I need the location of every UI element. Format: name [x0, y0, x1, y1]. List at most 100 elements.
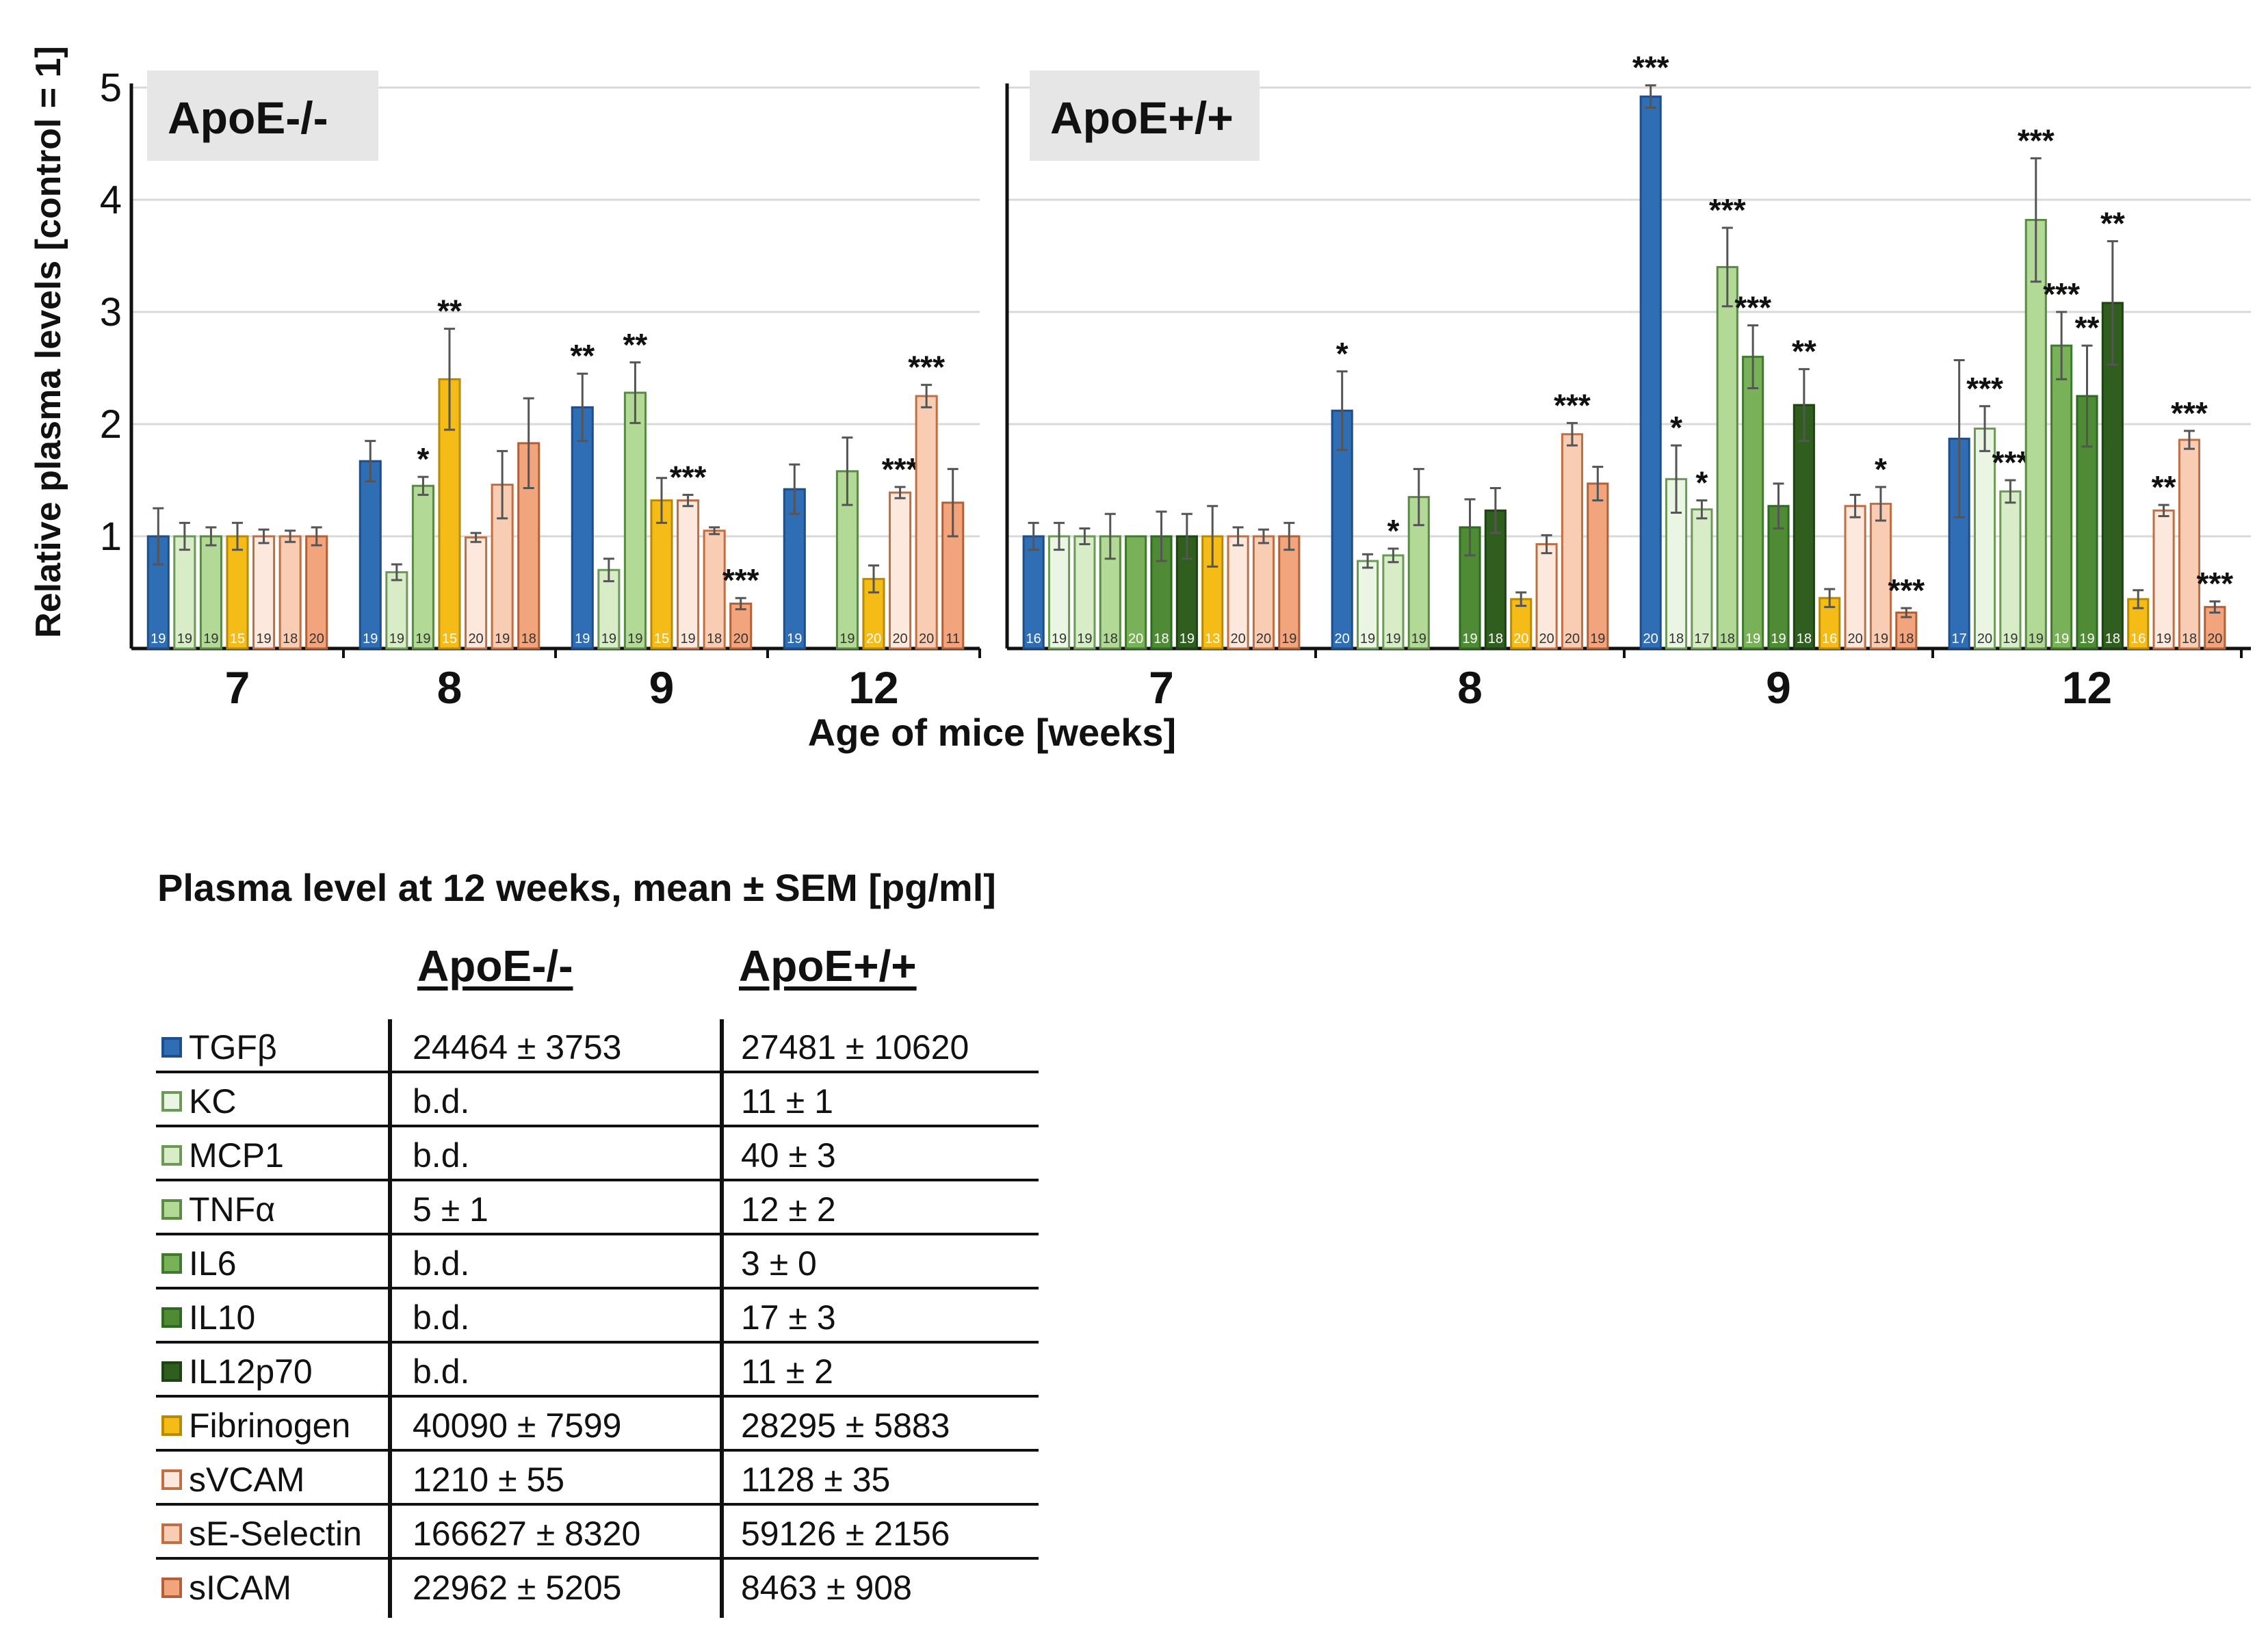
- n-label: 20: [468, 631, 483, 646]
- n-label: 20: [309, 631, 324, 646]
- n-label: 17: [1694, 631, 1709, 646]
- row-value-apoe-wt: 17 ± 3: [741, 1298, 836, 1337]
- n-label: 19: [1360, 631, 1375, 646]
- significance-label: **: [2100, 206, 2125, 241]
- significance-label: **: [1792, 334, 1816, 369]
- row-value-apoe-ko: b.d.: [413, 1082, 470, 1121]
- row-value-apoe-wt: 28295 ± 5883: [741, 1406, 950, 1445]
- row-value-apoe-ko: b.d.: [413, 1244, 470, 1283]
- n-label: 19: [1179, 631, 1195, 646]
- table-row: sICAM 22962 ± 5205 8463 ± 908: [156, 1560, 1039, 1614]
- row-value-apoe-ko: 5 ± 1: [413, 1190, 488, 1229]
- row-label: MCP1: [189, 1136, 284, 1175]
- n-label: 20: [1847, 631, 1862, 646]
- bar: [1047, 535, 1071, 650]
- row-value-apoe-wt: 11 ± 2: [741, 1352, 833, 1391]
- table-row: Fibrinogen 40090 ± 7599 28295 ± 5883: [156, 1398, 1039, 1452]
- significance-label: *: [1670, 410, 1682, 445]
- legend-swatch: [161, 1523, 182, 1544]
- n-label: 16: [1822, 631, 1837, 646]
- table-col-apoe-wt: ApoE+/+: [739, 941, 917, 991]
- n-label: 19: [177, 631, 192, 646]
- n-label: 18: [1153, 631, 1169, 646]
- x-tick-label: 7: [225, 662, 250, 713]
- row-label: TNFα: [189, 1190, 276, 1229]
- bar: [252, 535, 276, 650]
- bar: [623, 391, 647, 650]
- bar: [1973, 428, 1996, 650]
- n-label: 19: [2054, 631, 2069, 646]
- bar: [226, 535, 249, 650]
- n-label: 19: [1281, 631, 1296, 646]
- table-divider: [720, 1019, 724, 1618]
- n-label: 19: [2003, 631, 2018, 646]
- row-value-apoe-wt: 8463 ± 908: [741, 1569, 912, 1607]
- legend-swatch: [161, 1415, 182, 1436]
- table-row: sE-Selectin 166627 ± 8320 59126 ± 2156: [156, 1506, 1039, 1560]
- significance-label: *: [1875, 451, 1887, 487]
- bar: [2050, 344, 2073, 650]
- legend-swatch: [161, 1037, 182, 1058]
- row-label: IL10: [189, 1298, 256, 1337]
- bar: [1691, 508, 1713, 650]
- significance-label: ***: [908, 350, 945, 385]
- panel-title-box: [147, 70, 378, 161]
- bar: [1252, 535, 1275, 650]
- row-value-apoe-ko: 24464 ± 3753: [413, 1028, 622, 1066]
- n-label: 20: [892, 631, 907, 646]
- n-label: 20: [1230, 631, 1245, 646]
- significance-label: ***: [2018, 122, 2055, 158]
- x-tick-label: 12: [848, 662, 898, 713]
- table-row: IL10 b.d. 17 ± 3: [156, 1289, 1039, 1344]
- n-label: 20: [866, 631, 881, 646]
- n-label: 20: [733, 631, 748, 646]
- table-row: KC b.d. 11 ± 1: [156, 1073, 1039, 1127]
- row-label: sVCAM: [189, 1461, 305, 1499]
- table-col-apoe-ko: ApoE-/-: [417, 941, 573, 991]
- y-tick-label: 3: [100, 290, 122, 335]
- n-label: 18: [1899, 631, 1914, 646]
- significance-label: *: [417, 441, 429, 477]
- row-value-apoe-ko: 22962 ± 5205: [413, 1569, 622, 1607]
- bar: [783, 488, 806, 650]
- significance-label: **: [623, 327, 648, 363]
- significance-label: **: [2152, 469, 2176, 505]
- n-label: 19: [1590, 631, 1605, 646]
- n-label: 19: [1745, 631, 1760, 646]
- n-label: 19: [2156, 631, 2171, 646]
- significance-label: **: [437, 293, 462, 329]
- y-tick-label: 4: [100, 178, 122, 222]
- table-row: sVCAM 1210 ± 55 1128 ± 35: [156, 1452, 1039, 1506]
- n-label: 19: [2079, 631, 2094, 646]
- bar: [305, 535, 328, 650]
- n-label: 19: [203, 631, 218, 646]
- n-label: 15: [230, 631, 245, 646]
- bar: [173, 535, 196, 650]
- n-label: 20: [2207, 631, 2222, 646]
- plasma-table: TGFβ 24464 ± 3753 27481 ± 10620 KC b.d. 11 ±…: [156, 1019, 1039, 1614]
- row-value-apoe-ko: b.d.: [413, 1136, 470, 1175]
- bar: [278, 535, 302, 650]
- row-value-apoe-ko: 166627 ± 8320: [413, 1515, 641, 1553]
- significance-label: *: [1695, 465, 1708, 501]
- table-row: IL6 b.d. 3 ± 0: [156, 1235, 1039, 1289]
- legend-swatch: [161, 1091, 182, 1112]
- significance-label: ***: [670, 459, 707, 495]
- bar: [1278, 535, 1301, 650]
- bar: [650, 499, 673, 650]
- row-value-apoe-wt: 59126 ± 2156: [741, 1515, 950, 1553]
- n-label: 18: [707, 631, 722, 646]
- row-value-apoe-ko: b.d.: [413, 1352, 470, 1391]
- significance-label: ***: [722, 562, 759, 598]
- bar: [411, 484, 434, 650]
- row-value-apoe-wt: 12 ± 2: [741, 1190, 836, 1229]
- n-label: 17: [1952, 631, 1967, 646]
- n-label: 19: [1052, 631, 1067, 646]
- panel-title: ApoE-/-: [168, 92, 328, 143]
- row-label: Fibrinogen: [189, 1406, 351, 1445]
- n-label: 18: [1103, 631, 1118, 646]
- significance-label: ***: [2171, 395, 2208, 431]
- x-axis-label: Age of mice [weeks]: [808, 711, 1176, 754]
- n-label: 20: [1128, 631, 1143, 646]
- significance-label: ***: [1709, 192, 1746, 228]
